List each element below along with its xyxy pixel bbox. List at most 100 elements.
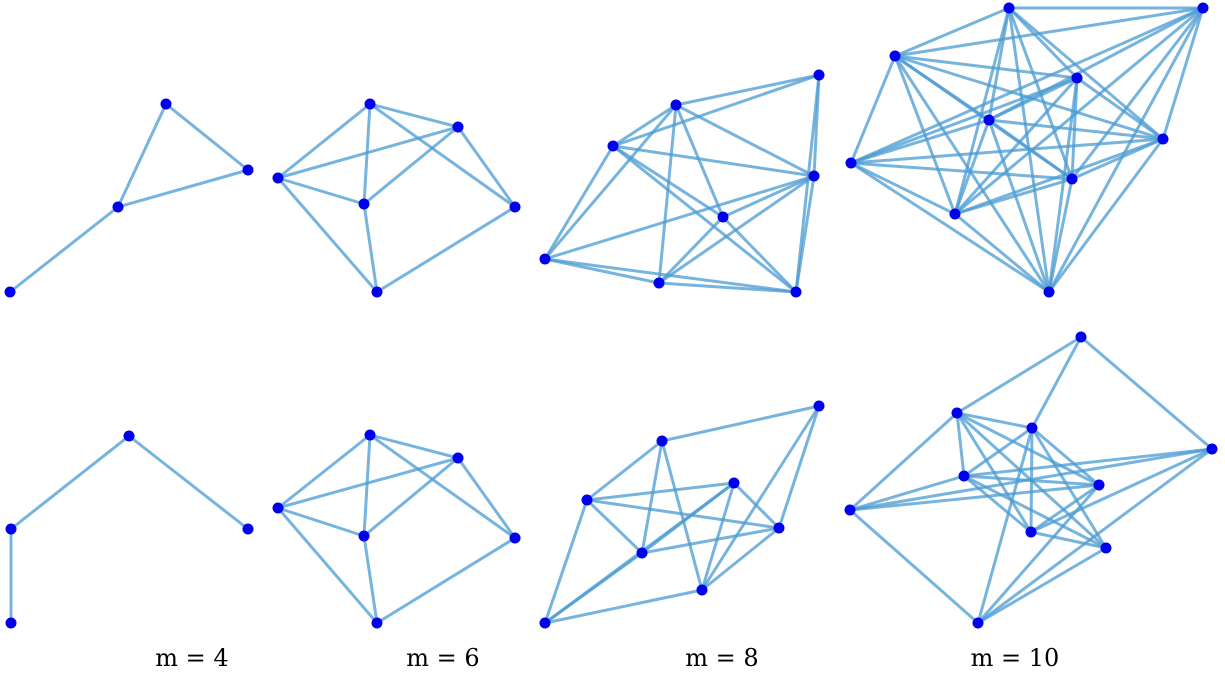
node: [790, 286, 802, 298]
edge: [276, 102, 372, 180]
edge: [456, 125, 517, 209]
edge: [848, 474, 966, 512]
edge: [362, 534, 379, 625]
edge: [1161, 6, 1205, 141]
edge: [893, 6, 1205, 58]
node: [509, 201, 521, 213]
edge: [456, 456, 517, 540]
edge: [893, 6, 1011, 58]
edge: [953, 212, 1051, 294]
edge: [1070, 6, 1205, 181]
edge: [1029, 447, 1214, 534]
edge: [700, 526, 781, 592]
node: [1071, 72, 1083, 84]
edge: [976, 447, 1214, 625]
edge: [1030, 335, 1083, 430]
node: [813, 69, 825, 81]
edge: [849, 161, 1051, 294]
caption-m6: m = 6: [406, 644, 479, 672]
node: [983, 114, 995, 126]
edge: [657, 103, 678, 285]
caption-m8: m = 8: [685, 644, 758, 672]
edge: [849, 6, 1205, 165]
node: [358, 198, 370, 210]
graph-bottom-m6-edges: [276, 433, 517, 625]
edge: [1007, 6, 1079, 80]
edge: [1047, 137, 1165, 294]
node: [813, 400, 825, 412]
node: [717, 211, 729, 223]
edge: [585, 498, 781, 530]
edge: [955, 411, 1034, 430]
graph-top-m6-nodes: [272, 98, 521, 298]
edge: [1075, 76, 1165, 141]
edge: [276, 433, 372, 510]
node: [845, 157, 857, 169]
edge: [848, 411, 959, 512]
node: [539, 253, 551, 265]
edge: [660, 439, 704, 592]
node: [1157, 133, 1169, 145]
edge: [674, 103, 816, 178]
node: [951, 407, 963, 419]
node: [358, 530, 370, 542]
edge: [962, 426, 1034, 478]
edge: [127, 434, 250, 531]
edge: [849, 161, 1074, 181]
node: [539, 617, 551, 629]
edge: [955, 335, 1083, 415]
edge: [276, 506, 366, 538]
node: [242, 164, 254, 176]
edge: [962, 474, 1033, 534]
edge: [953, 76, 1079, 216]
node: [656, 435, 668, 447]
edge: [8, 205, 120, 294]
caption-m10: m = 10: [971, 644, 1060, 672]
edge: [362, 433, 372, 538]
edge: [1047, 6, 1205, 294]
node: [160, 98, 172, 110]
edge: [777, 404, 821, 530]
node: [1025, 526, 1037, 538]
edge: [362, 125, 460, 206]
edge: [543, 498, 589, 625]
node: [607, 140, 619, 152]
edge: [543, 588, 704, 625]
node: [1197, 2, 1209, 14]
edge: [543, 144, 615, 261]
node: [728, 477, 740, 489]
edge: [674, 73, 821, 107]
edge: [1030, 426, 1101, 487]
node: [696, 584, 708, 596]
edge: [611, 73, 821, 148]
edge: [276, 506, 379, 625]
node: [653, 277, 665, 289]
node: [272, 172, 284, 184]
edge: [700, 404, 821, 592]
edge: [1029, 530, 1108, 550]
edge: [362, 456, 460, 538]
edge: [794, 73, 821, 294]
edge: [976, 426, 1034, 625]
node: [452, 452, 464, 464]
edge: [543, 257, 798, 294]
edge: [611, 103, 678, 148]
node: [1075, 331, 1087, 343]
edge: [368, 433, 460, 460]
node: [844, 504, 856, 516]
edge: [1029, 483, 1101, 534]
edge: [368, 102, 460, 129]
edge: [543, 174, 816, 261]
edge: [660, 404, 821, 443]
edge: [368, 102, 517, 209]
node: [1206, 443, 1218, 455]
nodes-layer: [4, 2, 1218, 629]
edge: [849, 54, 897, 165]
node: [581, 494, 593, 506]
node: [636, 547, 648, 559]
node: [1043, 286, 1055, 298]
edge: [955, 411, 966, 478]
node: [112, 201, 124, 213]
node: [509, 532, 521, 544]
